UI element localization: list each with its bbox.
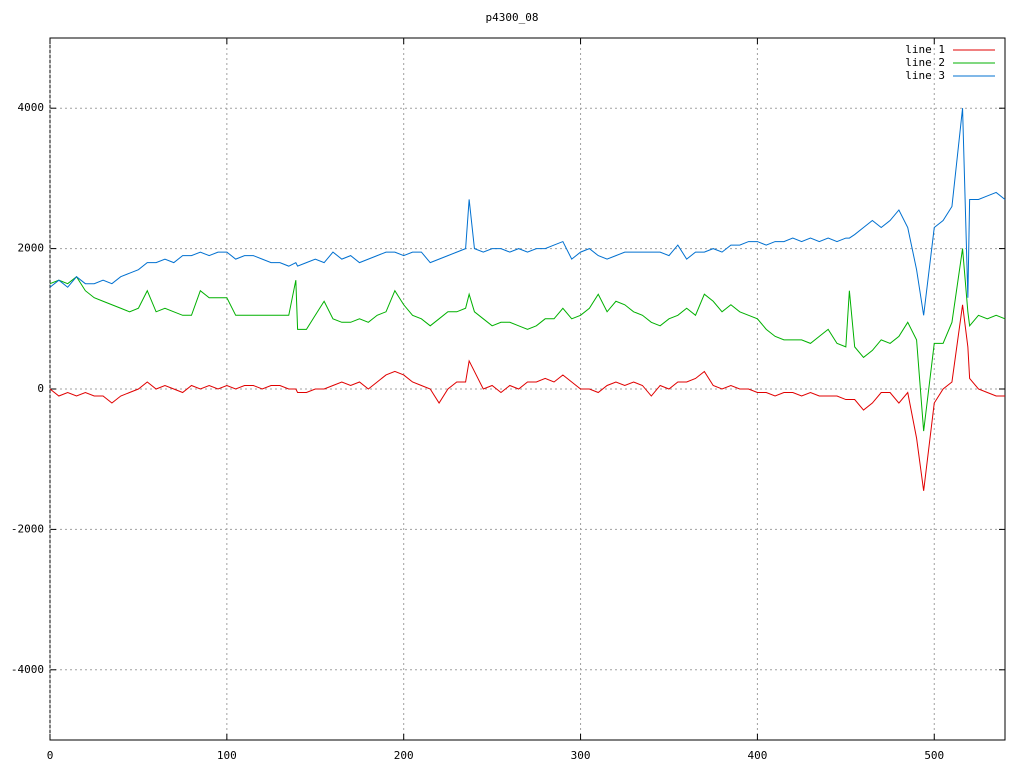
data-line xyxy=(49,248,1006,432)
y-tick-label: -2000 xyxy=(11,522,44,535)
data-line xyxy=(49,108,1006,316)
y-tick-label: 4000 xyxy=(18,101,45,114)
x-tick-label: 300 xyxy=(571,749,591,762)
x-tick-label: 0 xyxy=(47,749,54,762)
legend-label: line 2 xyxy=(905,56,945,69)
x-tick-label: 500 xyxy=(924,749,944,762)
data-line xyxy=(49,304,1005,491)
x-tick-label: 400 xyxy=(747,749,767,762)
y-tick-label: -4000 xyxy=(11,663,44,676)
legend-label: line 3 xyxy=(905,69,945,82)
y-tick-label: 0 xyxy=(37,382,44,395)
legend-label: line 1 xyxy=(905,43,945,56)
chart-title: p4300_08 xyxy=(486,11,539,24)
x-tick-label: 200 xyxy=(394,749,414,762)
x-tick-label: 100 xyxy=(217,749,237,762)
y-tick-label: 2000 xyxy=(18,242,45,255)
